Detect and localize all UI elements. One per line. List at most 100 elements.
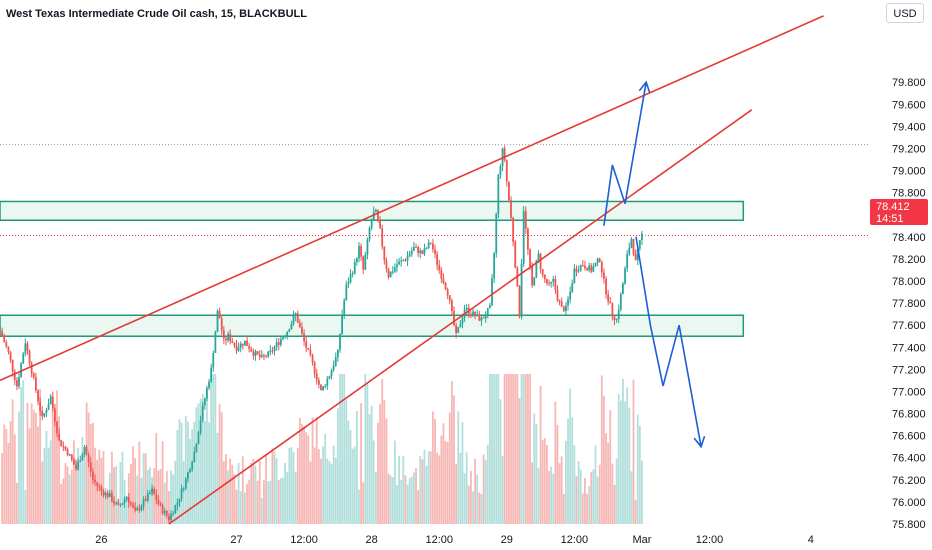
volume-bar [231, 464, 234, 524]
candle [425, 246, 428, 250]
candle [176, 498, 179, 511]
volume-bar [229, 458, 232, 524]
volume-bar [427, 451, 430, 524]
price-tick-label: 75.800 [892, 519, 926, 531]
volume-bar [237, 462, 240, 524]
volume-bar [579, 469, 582, 524]
time-axis[interactable]: 26 27 12:00 28 12:00 29 12:00 Mar 12:00 4 [95, 534, 814, 546]
candle [303, 329, 305, 347]
candle [279, 336, 282, 347]
candle [189, 467, 191, 473]
volume-bar [222, 461, 225, 524]
candle [37, 389, 39, 406]
volume-bar [379, 404, 381, 524]
candle [3, 333, 6, 343]
candle [330, 368, 333, 380]
candle [423, 243, 426, 256]
volume-bar [307, 435, 310, 524]
candle [607, 290, 610, 306]
candle [182, 486, 185, 492]
volume-bar [49, 440, 52, 524]
candle [562, 305, 565, 312]
volume-bar [11, 399, 14, 524]
candle [75, 460, 77, 471]
candle [51, 391, 54, 412]
candle [138, 504, 141, 514]
chart-title: West Texas Intermediate Crude Oil cash, … [6, 8, 307, 20]
volume-bar [630, 471, 633, 524]
volume-bar [39, 388, 42, 524]
volume-bar [482, 454, 485, 524]
volume-bar [520, 374, 523, 524]
volume-bar [125, 499, 128, 524]
volume-bar [282, 477, 284, 524]
volume-bar [615, 458, 618, 524]
candle [26, 341, 29, 355]
candle [311, 353, 314, 366]
candle [381, 224, 384, 250]
volume-bar [429, 451, 432, 524]
volume-bar [326, 458, 329, 524]
volume-bar [412, 472, 415, 524]
candle [444, 281, 447, 291]
volume-bar [546, 444, 548, 524]
volume-bar [459, 452, 462, 524]
candle [100, 484, 103, 496]
volume-bar [556, 424, 559, 524]
candle [491, 274, 493, 307]
volume-bar [142, 453, 145, 524]
price-axis[interactable]: 75.800 76.000 76.200 76.400 76.600 76.800 77.0… [892, 77, 926, 531]
volume-bar [436, 452, 439, 524]
volume-bar [41, 461, 44, 524]
candle [5, 339, 8, 349]
volume-bar [360, 403, 362, 524]
candle [214, 330, 217, 354]
volume-bar [140, 477, 143, 524]
channel-upper-line[interactable] [0, 15, 824, 382]
resistance-zone[interactable] [0, 200, 745, 222]
candle [518, 285, 521, 319]
candle [558, 299, 561, 306]
support-zone[interactable] [0, 314, 745, 337]
candle [322, 386, 324, 392]
time-tick-label: 28 [366, 534, 378, 546]
bullish-projection[interactable] [603, 80, 651, 226]
volume-bar [303, 426, 305, 524]
volume-bar [567, 418, 569, 524]
price-zones [0, 200, 745, 337]
candle [341, 309, 343, 335]
candle [127, 492, 130, 508]
volume-bar [292, 451, 295, 524]
volume-bar [159, 468, 162, 524]
price-tick-label: 76.600 [892, 431, 926, 443]
price-tick-label: 77.400 [892, 342, 926, 354]
volume-bar [260, 498, 263, 524]
volume-bar [328, 461, 331, 524]
volume-bar [182, 461, 185, 524]
price-tick-label: 78.400 [892, 232, 926, 244]
candle [102, 488, 105, 498]
currency-button[interactable]: USD [886, 3, 924, 23]
candle [347, 277, 350, 289]
volume-bar [497, 374, 500, 524]
arrow-head [693, 435, 706, 449]
channel-lower-line[interactable] [168, 109, 753, 525]
bearish-projection[interactable] [635, 236, 706, 449]
volume-bar [385, 418, 388, 524]
volume-bar [191, 429, 194, 524]
time-tick-label: 12:00 [290, 534, 318, 546]
candle [594, 262, 597, 267]
volume-bar [368, 414, 371, 524]
candle [334, 352, 337, 367]
volume-bar [320, 458, 322, 524]
volume-bar [594, 445, 597, 524]
projection-arrows [603, 80, 706, 449]
volume-bar [402, 456, 405, 524]
volume-bars [1, 374, 643, 524]
candle [408, 250, 411, 258]
candle [353, 258, 356, 275]
candle [68, 453, 71, 457]
volume-bar [512, 374, 515, 524]
candle [201, 401, 204, 423]
